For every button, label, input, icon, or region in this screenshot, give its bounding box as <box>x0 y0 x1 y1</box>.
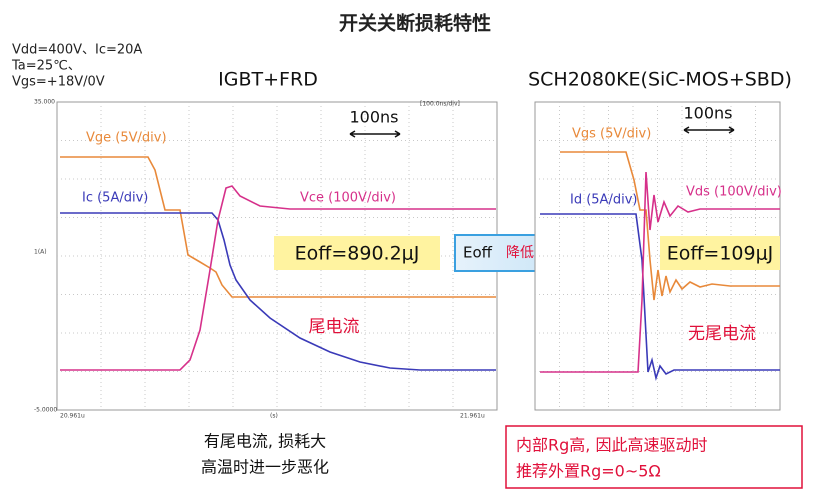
ic-label: Ic (5A/div) <box>82 191 148 206</box>
ic-wave <box>60 212 496 371</box>
right-title: SCH2080KE(SiC-MOS+SBD) <box>528 69 792 91</box>
condition: Vgs=+18V/0V <box>12 75 105 90</box>
vgs-label: Vgs (5V/div) <box>572 127 651 142</box>
timescale-arrow <box>683 126 735 134</box>
eoff-box <box>660 236 780 270</box>
vds-label: Vds (100V/div) <box>686 185 782 200</box>
scope-label: 21.961u <box>460 413 485 420</box>
timescale: 100ns <box>349 108 398 127</box>
note: 内部Rg高, 因此高速驱动时 <box>516 436 707 455</box>
arrow-label: Eoff <box>463 244 493 262</box>
scope-label: 1(A) <box>34 249 47 256</box>
id-wave <box>540 213 780 381</box>
condition: Ta=25℃、 <box>11 59 81 74</box>
eoff-value: Eoff=890.2μJ <box>295 243 420 265</box>
grid <box>535 102 780 410</box>
vds-wave <box>540 171 780 373</box>
condition: Vdd=400V、Ic=20A <box>12 43 142 58</box>
timescale-arrow <box>349 130 401 138</box>
scope-label: -5.0000 <box>34 407 57 414</box>
tail-label: 尾电流 <box>309 317 360 337</box>
title: 开关关断损耗特性 <box>339 12 491 35</box>
vgs-wave <box>560 151 780 301</box>
vce-wave <box>60 185 496 371</box>
scope-label: [100.0ns/div] <box>420 101 460 108</box>
scope-label: (s) <box>270 413 278 420</box>
left-title: IGBT+FRD <box>218 69 318 91</box>
note-box <box>505 425 803 489</box>
scope-label: 35.000 <box>34 99 55 106</box>
timescale: 100ns <box>683 104 732 123</box>
scope-label: 20.961u <box>60 413 85 420</box>
eoff-box <box>274 236 440 270</box>
id-label: Id (5A/div) <box>570 193 637 208</box>
note: 有尾电流, 损耗大 <box>204 432 326 451</box>
tail-label: 无尾电流 <box>688 324 756 344</box>
note: 推荐外置Rg=0~5Ω <box>516 462 661 481</box>
vge-wave <box>60 156 496 298</box>
eoff-value: Eoff=109μJ <box>667 243 774 265</box>
vce-label: Vce (100V/div) <box>300 191 396 206</box>
vge-label: Vge (5V/div) <box>86 131 167 146</box>
note: 高温时进一步恶化 <box>201 458 329 477</box>
